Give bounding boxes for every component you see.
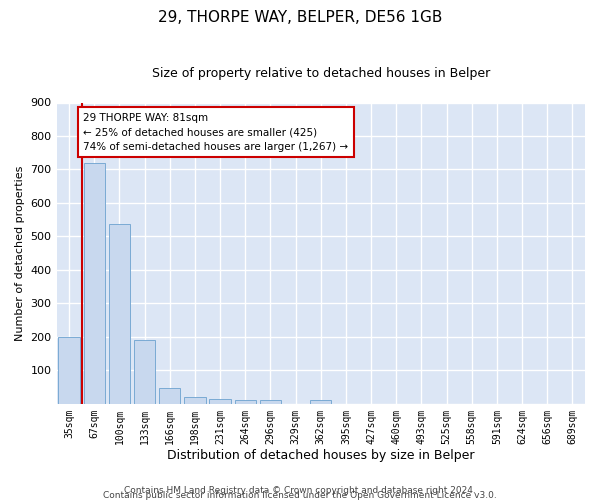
Title: Size of property relative to detached houses in Belper: Size of property relative to detached ho… [152,68,490,80]
Text: Contains HM Land Registry data © Crown copyright and database right 2024.: Contains HM Land Registry data © Crown c… [124,486,476,495]
Bar [159,388,181,404]
Text: 29 THORPE WAY: 81sqm
← 25% of detached houses are smaller (425)
74% of semi-deta: 29 THORPE WAY: 81sqm ← 25% of detached h… [83,112,349,152]
Bar [109,224,130,404]
Text: 29, THORPE WAY, BELPER, DE56 1GB: 29, THORPE WAY, BELPER, DE56 1GB [158,10,442,25]
Bar [209,399,231,404]
Bar [134,340,155,404]
Bar [83,164,105,404]
Text: Contains public sector information licensed under the Open Government Licence v3: Contains public sector information licen… [103,491,497,500]
Bar [235,400,256,404]
X-axis label: Distribution of detached houses by size in Belper: Distribution of detached houses by size … [167,450,475,462]
Bar [184,397,206,404]
Y-axis label: Number of detached properties: Number of detached properties [15,166,25,341]
Bar [58,337,80,404]
Bar [310,400,331,404]
Bar [260,400,281,404]
